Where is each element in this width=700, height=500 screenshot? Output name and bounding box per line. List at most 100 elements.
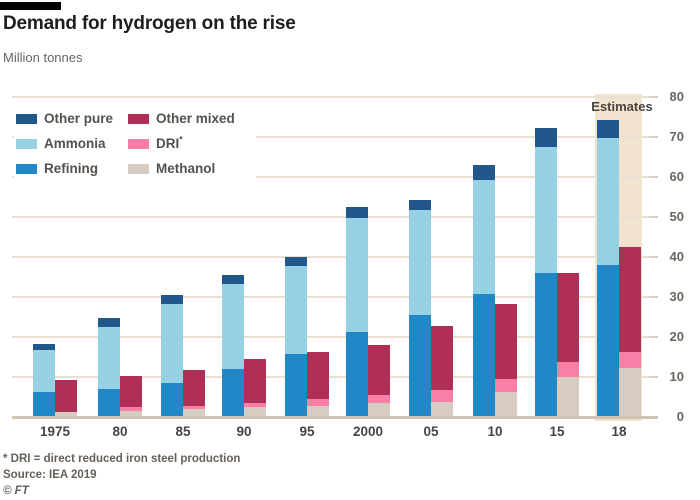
segment-85-other_mixed: [183, 370, 205, 406]
gridline-10: [12, 376, 650, 378]
bar-80-mixed: [120, 375, 142, 417]
segment-95-refining: [285, 353, 307, 417]
y-axis-label-40: 40: [669, 249, 684, 264]
segment-18-ammonia: [597, 137, 619, 265]
segment-15-dri: [557, 361, 579, 377]
segment-15-methanol: [557, 376, 579, 417]
legend-label-ammonia: Ammonia: [44, 136, 106, 151]
segment-15-refining: [535, 273, 557, 417]
segment-05-methanol: [431, 401, 453, 417]
bar-05-pure: [409, 200, 431, 417]
segment-90-other_mixed: [244, 359, 266, 404]
x-axis-line: [12, 416, 658, 419]
y-tick-20: [649, 336, 658, 338]
segment-1975-methanol: [55, 412, 77, 417]
y-tick-50: [649, 216, 658, 218]
segment-80-ammonia: [98, 327, 120, 390]
bar-2000-pure: [346, 207, 368, 417]
estimates-label: Estimates: [591, 99, 653, 114]
legend-swatch-dri: [128, 138, 149, 149]
y-axis-label-10: 10: [669, 369, 684, 384]
segment-15-ammonia: [535, 146, 557, 274]
bar-05-mixed: [431, 325, 453, 417]
y-tick-60: [649, 176, 658, 178]
bar-10-pure: [473, 165, 495, 417]
y-axis-label-30: 30: [669, 289, 684, 304]
bar-10-mixed: [495, 303, 517, 417]
segment-90-methanol: [244, 407, 266, 417]
y-tick-40: [649, 256, 658, 258]
segment-80-refining: [98, 389, 120, 417]
segment-95-methanol: [307, 405, 329, 417]
gridline-30: [12, 296, 650, 298]
bar-95-pure: [285, 257, 307, 417]
legend-swatch-ammonia: [16, 138, 37, 149]
segment-80-other_mixed: [120, 375, 142, 408]
bar-1975-pure: [33, 343, 55, 417]
segment-95-ammonia: [285, 265, 307, 354]
y-axis-label-50: 50: [669, 209, 684, 224]
segment-10-ammonia: [473, 179, 495, 294]
source: Source: IEA 2019: [3, 469, 97, 481]
legend-item-dri: DRI*: [128, 134, 248, 151]
y-tick-10: [649, 376, 658, 378]
x-axis-label-90: 90: [236, 424, 252, 439]
bar-90-pure: [222, 275, 244, 417]
x-axis-label-95: 95: [299, 424, 315, 439]
segment-10-other_pure: [473, 165, 495, 180]
bar-95-mixed: [307, 351, 329, 417]
segment-85-dri: [183, 405, 205, 410]
segment-80-other_pure: [98, 318, 120, 328]
legend-swatch-other_pure: [16, 113, 37, 124]
legend-label-refining: Refining: [44, 161, 98, 176]
legend-label-dri: DRI*: [156, 134, 183, 151]
segment-18-methanol: [619, 368, 641, 417]
bar-1975-mixed: [55, 379, 77, 417]
gridline-40: [12, 256, 650, 258]
chart-unit-label: Million tonnes: [3, 50, 83, 65]
footnote: * DRI = direct reduced iron steel produc…: [3, 453, 241, 465]
gridline-80: [12, 96, 650, 98]
x-axis-label-15: 15: [549, 424, 565, 439]
x-axis-label-1975: 1975: [39, 424, 71, 439]
legend-item-other_pure: Other pure: [16, 111, 128, 126]
ft-black-bar: [0, 2, 61, 10]
gridline-70: [12, 136, 650, 138]
y-axis-label-60: 60: [669, 169, 684, 184]
segment-15-other_pure: [535, 127, 557, 147]
legend-item-other_mixed: Other mixed: [128, 111, 248, 126]
segment-2000-ammonia: [346, 218, 368, 332]
segment-85-ammonia: [161, 304, 183, 384]
y-tick-80: [649, 96, 658, 98]
x-axis-label-10: 10: [487, 424, 503, 439]
segment-05-refining: [409, 315, 431, 417]
segment-2000-other_mixed: [368, 345, 390, 396]
segment-2000-refining: [346, 331, 368, 417]
x-axis-label-80: 80: [112, 424, 128, 439]
segment-15-other_mixed: [557, 273, 579, 362]
bar-90-mixed: [244, 359, 266, 417]
x-axis-label-05: 05: [423, 424, 439, 439]
legend-label-other_mixed: Other mixed: [156, 111, 235, 126]
legend-swatch-methanol: [128, 163, 149, 174]
legend-item-methanol: Methanol: [128, 161, 248, 176]
gridline-60: [12, 176, 650, 178]
legend: Other pure Ammonia Refining Other mixed DRI*…: [14, 104, 256, 185]
bar-18-pure: [597, 120, 619, 417]
segment-95-other_pure: [285, 257, 307, 266]
chart-plot-area: 0 10 20 30 40 50 60 70 80 1975 80 85 90 95 2000 05 10 15…: [12, 89, 700, 457]
legend-swatch-other_mixed: [128, 113, 149, 124]
segment-18-dri: [619, 351, 641, 369]
segment-85-methanol: [183, 409, 205, 417]
legend-item-ammonia: Ammonia: [16, 136, 128, 151]
segment-05-ammonia: [409, 210, 431, 316]
segment-95-dri: [307, 398, 329, 406]
legend-item-refining: Refining: [16, 161, 128, 176]
gridline-50: [12, 216, 650, 218]
gridline-20: [12, 336, 650, 338]
y-axis-label-70: 70: [669, 129, 684, 144]
segment-90-ammonia: [222, 283, 244, 369]
legend-swatch-refining: [16, 163, 37, 174]
segment-05-other_mixed: [431, 325, 453, 391]
segment-90-dri: [244, 403, 266, 408]
